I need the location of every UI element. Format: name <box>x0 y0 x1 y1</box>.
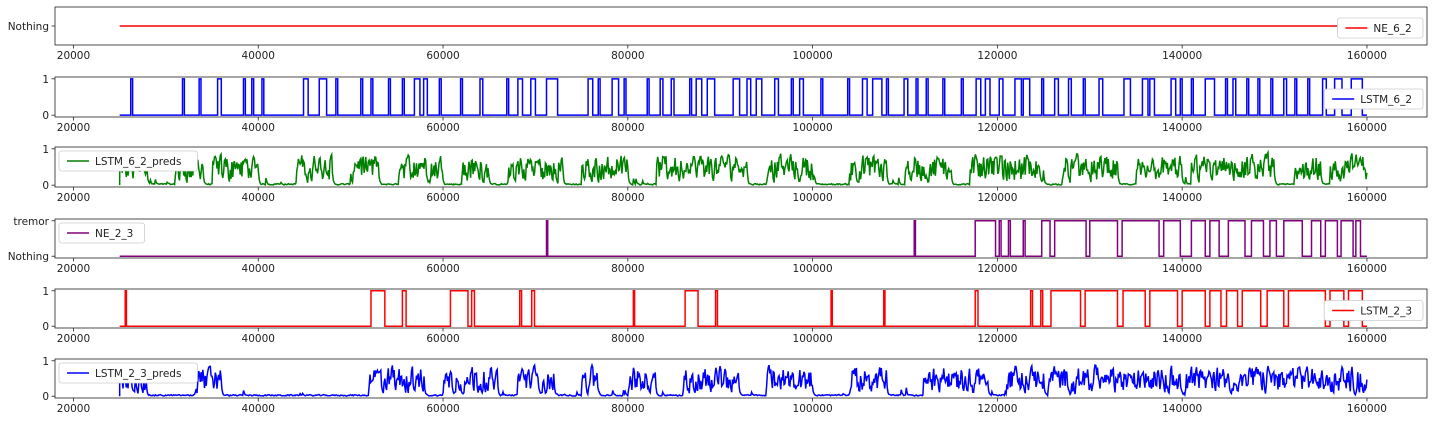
axes-frame <box>54 288 1428 329</box>
series-line-NE_2_3 <box>119 220 1367 257</box>
legend-box <box>58 222 145 244</box>
x-tick-label: 160000 <box>1347 50 1387 62</box>
subplot-1: 20000 40000 60000 80000 100000 120000 140000 16… <box>8 6 1428 62</box>
x-tick-label: 140000 <box>1162 50 1202 62</box>
x-tick-label: 100000 <box>793 263 833 275</box>
series-line-LSTM_6_2 <box>119 78 1367 116</box>
legend-box <box>58 150 198 172</box>
legend-box <box>58 362 198 384</box>
x-tick-label: 60000 <box>426 263 459 275</box>
x-tick-label: 60000 <box>426 403 459 415</box>
legend: LSTM_2_3 <box>1323 300 1424 321</box>
x-tick-label: 100000 <box>793 192 833 204</box>
x-tick-label: 120000 <box>977 50 1017 62</box>
x-tick-label: 40000 <box>242 333 275 345</box>
y-tick-label: Nothing <box>8 21 49 33</box>
x-tick-label: 80000 <box>611 403 644 415</box>
x-tick-label: 80000 <box>611 122 644 134</box>
x-tick-label: 40000 <box>242 192 275 204</box>
x-tick-label: 80000 <box>611 333 644 345</box>
x-tick-label: 120000 <box>977 192 1017 204</box>
subplot-3: 20000 40000 60000 80000 100000 120000 140000 16… <box>42 144 1428 204</box>
y-tick-label: 1 <box>42 74 49 86</box>
x-tick-label: 60000 <box>426 333 459 345</box>
x-tick-label: 80000 <box>611 50 644 62</box>
x-tick-label: 160000 <box>1347 263 1387 275</box>
x-tick-label: 100000 <box>793 50 833 62</box>
legend-label: NE_6_2 <box>1373 23 1411 35</box>
y-tick-label: 1 <box>42 144 49 156</box>
x-tick-label: 20000 <box>57 50 90 62</box>
subplot-5: 20000 40000 60000 80000 100000 120000 140000 16… <box>42 286 1428 345</box>
legend-label: LSTM_6_2_preds <box>95 156 181 168</box>
x-tick-label: 20000 <box>57 122 90 134</box>
x-tick-label: 100000 <box>793 403 833 415</box>
x-tick-label: 80000 <box>611 192 644 204</box>
x-tick-label: 160000 <box>1347 192 1387 204</box>
y-tick-label: tremor <box>13 216 49 228</box>
y-tick-label: 1 <box>42 356 49 368</box>
legend: LSTM_2_3_preds <box>58 362 198 384</box>
legend-label: NE_2_3 <box>95 228 133 240</box>
legend: LSTM_6_2_preds <box>58 150 198 172</box>
x-tick-label: 40000 <box>242 263 275 275</box>
legend: NE_2_3 <box>58 222 145 244</box>
x-tick-label: 140000 <box>1162 263 1202 275</box>
y-tick-label: 0 <box>42 110 49 122</box>
x-tick-label: 20000 <box>57 192 90 204</box>
x-tick-label: 140000 <box>1162 192 1202 204</box>
axes-frame <box>54 218 1428 259</box>
y-tick-label: 0 <box>42 391 49 403</box>
legend-box <box>1337 17 1424 39</box>
x-tick-label: 120000 <box>977 122 1017 134</box>
x-tick-label: 60000 <box>426 192 459 204</box>
legend-box <box>1323 300 1424 321</box>
legend: NE_6_2 <box>1337 17 1424 39</box>
x-tick-label: 160000 <box>1347 333 1387 345</box>
x-tick-label: 120000 <box>977 333 1017 345</box>
x-tick-label: 140000 <box>1162 403 1202 415</box>
series-line-LSTM_2_3_preds <box>118 362 1368 398</box>
series-line-LSTM_6_2_preds <box>118 149 1368 187</box>
x-tick-label: 100000 <box>793 122 833 134</box>
legend-label: LSTM_2_3_preds <box>95 368 181 380</box>
axes-frame <box>54 76 1428 118</box>
y-tick-label: Nothing <box>8 251 49 263</box>
legend-label: LSTM_2_3 <box>1360 306 1412 318</box>
axes-frame <box>54 146 1428 188</box>
x-tick-label: 160000 <box>1347 403 1387 415</box>
x-tick-label: 40000 <box>242 122 275 134</box>
axes-frame <box>54 358 1428 399</box>
x-tick-label: 60000 <box>426 50 459 62</box>
x-tick-label: 120000 <box>977 403 1017 415</box>
x-tick-label: 160000 <box>1347 122 1387 134</box>
series-line-LSTM_2_3 <box>119 290 1367 327</box>
x-tick-label: 120000 <box>977 263 1017 275</box>
x-tick-label: 20000 <box>57 263 90 275</box>
subplot-6: 20000 40000 60000 80000 100000 120000 140000 16… <box>42 356 1428 415</box>
x-tick-label: 20000 <box>57 333 90 345</box>
subplot-2: 20000 40000 60000 80000 100000 120000 140000 16… <box>42 74 1428 134</box>
x-tick-label: 60000 <box>426 122 459 134</box>
y-tick-label: 0 <box>42 321 49 333</box>
x-tick-label: 40000 <box>242 403 275 415</box>
x-tick-label: 20000 <box>57 403 90 415</box>
y-tick-label: 0 <box>42 180 49 192</box>
x-tick-label: 40000 <box>242 50 275 62</box>
subplot-4: 20000 40000 60000 80000 100000 120000 140000 16… <box>8 216 1428 275</box>
legend: LSTM_6_2 <box>1323 88 1424 110</box>
x-tick-label: 100000 <box>793 333 833 345</box>
y-tick-label: 1 <box>42 286 49 298</box>
x-tick-label: 140000 <box>1162 333 1202 345</box>
legend-label: LSTM_6_2 <box>1360 94 1412 106</box>
x-tick-label: 80000 <box>611 263 644 275</box>
x-tick-label: 140000 <box>1162 122 1202 134</box>
legend-box <box>1323 88 1424 110</box>
